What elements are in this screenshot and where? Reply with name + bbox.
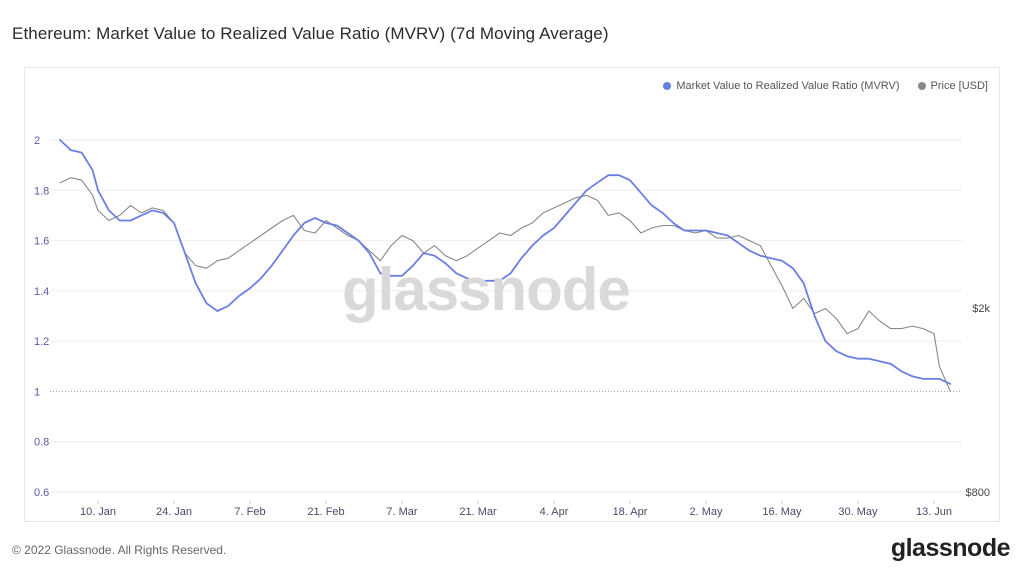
x-tick-label: 7. Feb: [234, 506, 265, 518]
y-tick-label: 1.6: [34, 236, 49, 248]
legend-label-mvrv: Market Value to Realized Value Ratio (MV…: [676, 80, 900, 92]
x-tick-label: 30. May: [838, 506, 878, 518]
chart-panel: [24, 67, 1000, 522]
x-tick-label: 4. Apr: [540, 506, 569, 518]
glassnode-logo: glassnode: [890, 534, 1011, 562]
x-tick-label: 7. Mar: [386, 506, 418, 518]
legend: Market Value to Realized Value Ratio (MV…: [663, 80, 988, 92]
legend-item-price[interactable]: Price [USD]: [917, 80, 988, 92]
copyright-text: © 2022 Glassnode. All Rights Reserved.: [12, 543, 227, 557]
y-right-tick-label: $800: [966, 487, 990, 499]
legend-dot-price: [917, 82, 926, 90]
y-tick-label: 2: [34, 135, 40, 147]
legend-dot-mvrv: [663, 82, 672, 90]
y-tick-label: 1.8: [34, 185, 49, 197]
legend-label-price: Price [USD]: [930, 80, 988, 92]
y-tick-label: 0.8: [34, 437, 49, 449]
x-tick-label: 10. Jan: [80, 506, 116, 518]
legend-item-mvrv[interactable]: Market Value to Realized Value Ratio (MV…: [663, 80, 900, 92]
x-tick-label: 13. Jun: [916, 506, 952, 518]
y-tick-label: 0.6: [34, 487, 49, 499]
x-tick-label: 21. Mar: [459, 506, 497, 518]
x-tick-label: 21. Feb: [307, 506, 344, 518]
series-line-mvrv: [59, 139, 952, 385]
y-tick-label: 1.4: [34, 286, 49, 298]
y-right-tick-label: $2k: [972, 303, 990, 315]
y-tick-label: 1.2: [34, 336, 49, 348]
x-tick-label: 16. May: [762, 506, 802, 518]
chart-title: Ethereum: Market Value to Realized Value…: [12, 24, 609, 43]
x-tick-label: 18. Apr: [613, 506, 648, 518]
series-line-price: [59, 177, 951, 392]
x-tick-label: 2. May: [689, 506, 723, 518]
watermark: glassnode: [342, 256, 631, 323]
y-tick-label: 1: [34, 386, 40, 398]
x-tick-label: 24. Jan: [156, 506, 192, 518]
